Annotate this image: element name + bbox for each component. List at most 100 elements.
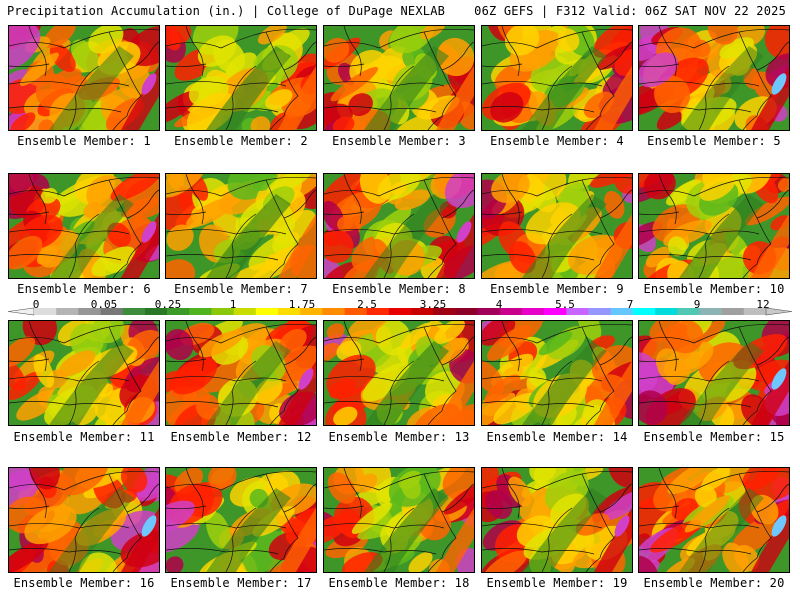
colorbar-segment (122, 308, 146, 315)
precip-map (9, 468, 159, 572)
ensemble-map-panel (8, 320, 160, 426)
colorbar-segment (278, 308, 301, 315)
colorbar-segment (477, 308, 501, 315)
ensemble-member-label: Ensemble Member: 11 (13, 430, 155, 444)
ensemble-member-label: Ensemble Member: 14 (486, 430, 628, 444)
precip-map (482, 174, 632, 278)
precip-map (9, 321, 159, 425)
ensemble-member-label: Ensemble Member: 20 (643, 576, 785, 590)
colorbar-tick-label: 2.5 (357, 298, 377, 311)
colorbar-segment (167, 308, 190, 315)
colorbar-tick-label: 0 (32, 298, 40, 311)
colorbar-segment (499, 308, 523, 315)
ensemble-member-label: Ensemble Member: 3 (332, 134, 466, 148)
precip-colorbar (7, 307, 793, 316)
colorbar-segment (56, 308, 79, 315)
ensemble-map-panel (481, 320, 633, 426)
colorbar-segment (655, 308, 678, 315)
ensemble-map-panel (165, 173, 317, 279)
colorbar-segment (522, 308, 545, 315)
ensemble-map-panel (323, 320, 475, 426)
colorbar-segment (588, 308, 612, 315)
precip-map (166, 321, 316, 425)
precip-map (166, 26, 316, 130)
colorbar-min-arrow (7, 307, 35, 316)
colorbar-segment (300, 308, 323, 315)
colorbar-tick-label: 0.05 (90, 298, 118, 311)
colorbar-max-arrow (765, 307, 793, 316)
ensemble-map-panel (638, 173, 790, 279)
precip-map (324, 468, 474, 572)
colorbar-segment (677, 308, 700, 315)
colorbar-tick-label: 7 (626, 298, 634, 311)
ensemble-map-panel (323, 173, 475, 279)
colorbar-segment (388, 308, 412, 315)
colorbar-segment (211, 308, 234, 315)
ensemble-member-label: Ensemble Member: 18 (328, 576, 470, 590)
colorbar-segment (544, 308, 567, 315)
precip-map (166, 174, 316, 278)
colorbar-segment (566, 308, 589, 315)
colorbar-segment (78, 308, 101, 315)
precip-map (482, 321, 632, 425)
ensemble-member-label: Ensemble Member: 12 (170, 430, 312, 444)
colorbar-tick-label: 1 (229, 298, 237, 311)
colorbar-segment (100, 308, 124, 315)
precip-map (639, 174, 789, 278)
ensemble-member-label: Ensemble Member: 5 (647, 134, 781, 148)
ensemble-map-panel (638, 320, 790, 426)
colorbar-segment (233, 308, 257, 315)
colorbar-tick-label: 1.75 (288, 298, 316, 311)
colorbar-segment (632, 308, 656, 315)
colorbar-segment (721, 308, 745, 315)
precip-map (324, 321, 474, 425)
precip-map (324, 174, 474, 278)
precip-map (482, 26, 632, 130)
ensemble-member-label: Ensemble Member: 16 (13, 576, 155, 590)
ensemble-member-label: Ensemble Member: 8 (332, 282, 466, 296)
precip-map (9, 26, 159, 130)
colorbar-segment (144, 308, 168, 315)
ensemble-map-panel (165, 320, 317, 426)
colorbar-segment (255, 308, 279, 315)
colorbar-segment (34, 308, 57, 315)
precip-map (166, 468, 316, 572)
colorbar-segment (433, 308, 456, 315)
ensemble-map-panel (165, 25, 317, 131)
ensemble-map-panel (323, 25, 475, 131)
colorbar-tick-label: 4 (495, 298, 503, 311)
ensemble-map-panel (481, 173, 633, 279)
precip-map (639, 468, 789, 572)
ensemble-map-panel (8, 25, 160, 131)
colorbar-segment (322, 308, 345, 315)
ensemble-member-label: Ensemble Member: 1 (17, 134, 151, 148)
precip-map (324, 26, 474, 130)
ensemble-member-label: Ensemble Member: 6 (17, 282, 151, 296)
precip-map (639, 321, 789, 425)
colorbar-tick-label: 3.25 (419, 298, 447, 311)
colorbar-tick-label: 9 (693, 298, 701, 311)
ensemble-member-label: Ensemble Member: 10 (643, 282, 785, 296)
ensemble-member-label: Ensemble Member: 7 (174, 282, 308, 296)
colorbar-segment (189, 308, 212, 315)
colorbar-segment (366, 308, 390, 315)
colorbar-tick-label: 0.25 (154, 298, 182, 311)
ensemble-map-panel (638, 25, 790, 131)
ensemble-member-label: Ensemble Member: 4 (490, 134, 624, 148)
ensemble-member-label: Ensemble Member: 17 (170, 576, 312, 590)
ensemble-member-label: Ensemble Member: 19 (486, 576, 628, 590)
ensemble-member-label: Ensemble Member: 13 (328, 430, 470, 444)
colorbar-segment (411, 308, 434, 315)
colorbar-segment (743, 308, 767, 315)
page-title: Precipitation Accumulation (in.) | Colle… (7, 4, 446, 18)
colorbar-segment (344, 308, 368, 315)
colorbar-tick-label: 5.5 (555, 298, 575, 311)
precip-map (482, 468, 632, 572)
ensemble-map-panel (8, 173, 160, 279)
precip-map (9, 174, 159, 278)
ensemble-member-label: Ensemble Member: 15 (643, 430, 785, 444)
ensemble-map-panel (481, 25, 633, 131)
colorbar-tick-label: 12 (756, 298, 770, 311)
ensemble-member-label: Ensemble Member: 9 (490, 282, 624, 296)
colorbar-segment (610, 308, 634, 315)
